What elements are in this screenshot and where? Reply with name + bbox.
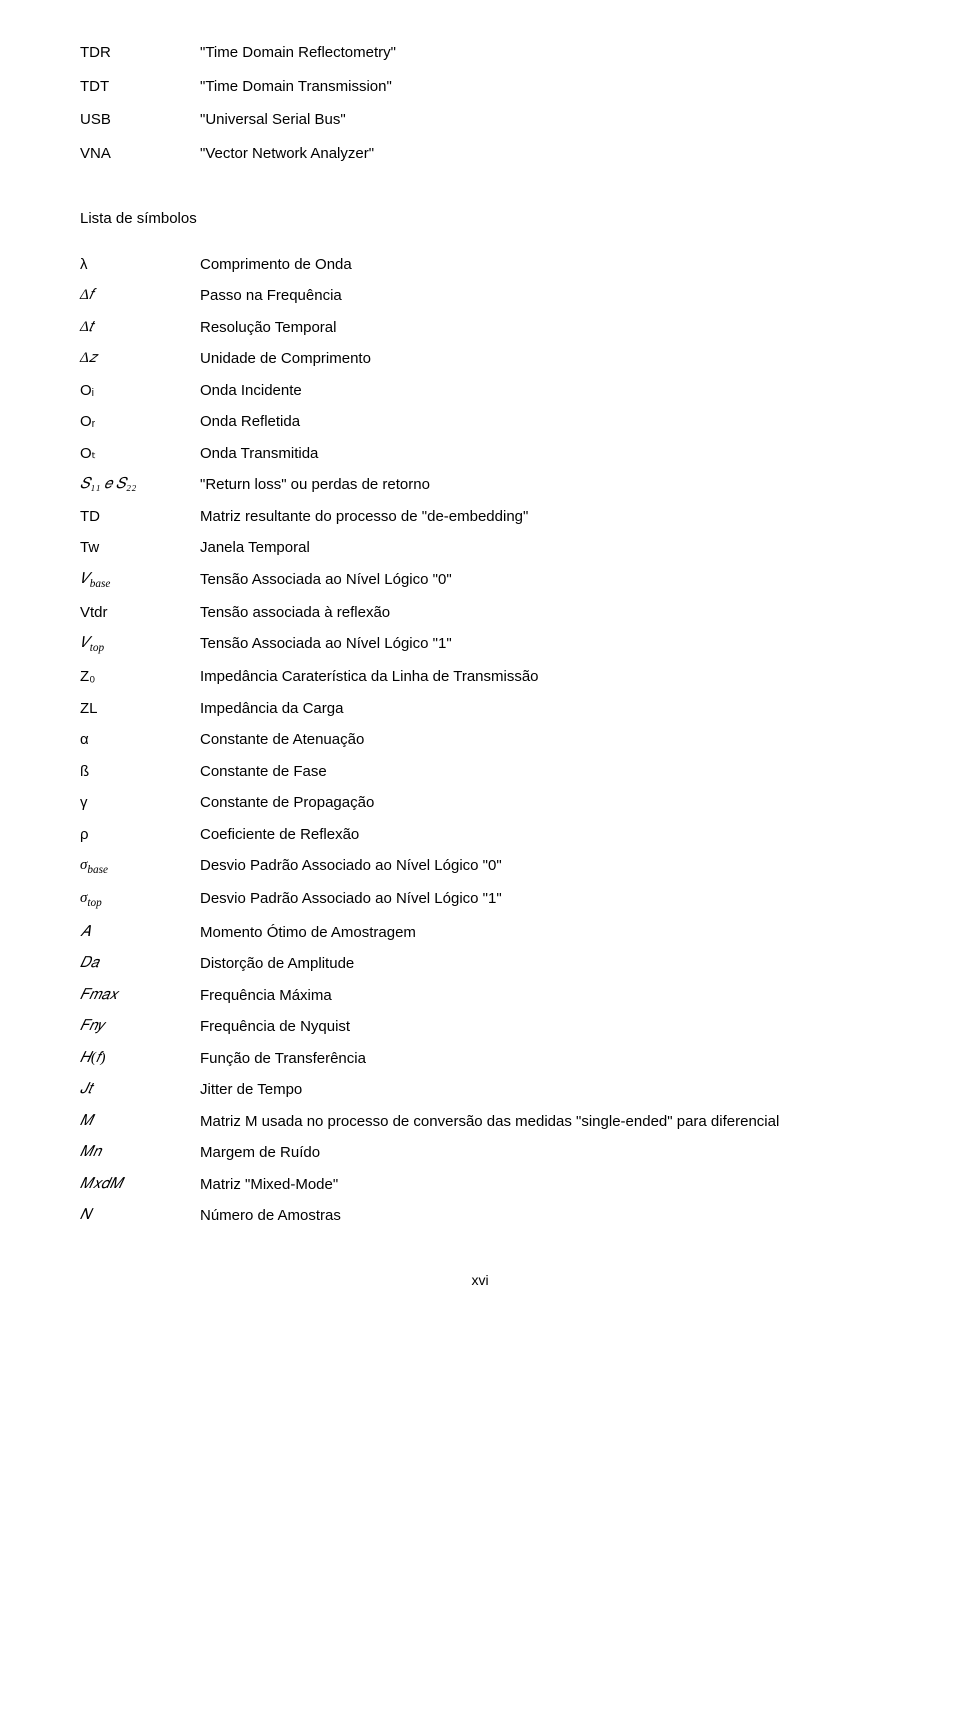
symbol-term: 𝑀 bbox=[80, 1109, 200, 1135]
symbol-term: λ bbox=[80, 252, 200, 278]
symbol-desc: Desvio Padrão Associado ao Nível Lógico … bbox=[200, 853, 880, 880]
symbol-desc: Constante de Propagação bbox=[200, 790, 880, 816]
symbol-desc: Matriz "Mixed-Mode" bbox=[200, 1172, 880, 1198]
symbol-term: 𝐹𝑚𝑎𝑥 bbox=[80, 983, 200, 1009]
symbol-desc: Passo na Frequência bbox=[200, 283, 880, 309]
symbol-term: ρ bbox=[80, 822, 200, 848]
section-title: Lista de símbolos bbox=[80, 206, 880, 232]
symbol-term: Oᵣ bbox=[80, 409, 200, 435]
symbol-term: Δ𝑡 bbox=[80, 315, 200, 341]
abbrev-term: TDT bbox=[80, 74, 200, 100]
symbol-desc: Onda Incidente bbox=[200, 378, 880, 404]
symbol-desc: Coeficiente de Reflexão bbox=[200, 822, 880, 848]
symbol-term: Oₜ bbox=[80, 441, 200, 467]
symbol-desc: Tensão associada à reflexão bbox=[200, 600, 880, 626]
symbol-term: γ bbox=[80, 790, 200, 816]
abbrev-def: "Time Domain Reflectometry" bbox=[200, 40, 880, 66]
symbol-desc: Desvio Padrão Associado ao Nível Lógico … bbox=[200, 886, 880, 913]
symbol-desc: Constante de Fase bbox=[200, 759, 880, 785]
symbol-desc: Matriz resultante do processo de "de-emb… bbox=[200, 504, 880, 530]
symbol-desc: Tensão Associada ao Nível Lógico "0" bbox=[200, 567, 880, 594]
symbol-term: Vtdr bbox=[80, 600, 200, 626]
symbol-term: Δ𝑓 bbox=[80, 283, 200, 309]
symbol-term: 𝑆₁₁ 𝑒 𝑆₂₂ bbox=[80, 472, 200, 498]
symbol-term: 𝐻(𝑓) bbox=[80, 1046, 200, 1072]
symbol-desc: Tensão Associada ao Nível Lógico "1" bbox=[200, 631, 880, 658]
symbol-desc: Função de Transferência bbox=[200, 1046, 880, 1072]
symbol-desc: "Return loss" ou perdas de retorno bbox=[200, 472, 880, 498]
page-number: xvi bbox=[80, 1269, 880, 1293]
symbol-term: 𝐽𝑡 bbox=[80, 1077, 200, 1103]
symbol-desc: Margem de Ruído bbox=[200, 1140, 880, 1166]
symbol-term: 𝐷𝑎 bbox=[80, 951, 200, 977]
abbrev-def: "Time Domain Transmission" bbox=[200, 74, 880, 100]
abbrev-def: "Vector Network Analyzer" bbox=[200, 141, 880, 167]
symbol-term: ZL bbox=[80, 696, 200, 722]
symbol-desc: Janela Temporal bbox=[200, 535, 880, 561]
symbol-term: ß bbox=[80, 759, 200, 785]
symbol-desc: Unidade de Comprimento bbox=[200, 346, 880, 372]
symbol-term: Δ𝑧 bbox=[80, 346, 200, 372]
symbol-list: λComprimento de OndaΔ𝑓Passo na Frequênci… bbox=[80, 252, 880, 1229]
symbol-term: 𝑀𝑛 bbox=[80, 1140, 200, 1166]
symbol-term: 𝐹𝑛𝑦 bbox=[80, 1014, 200, 1040]
symbol-term: 𝑉base bbox=[80, 567, 200, 594]
symbol-term: 𝑉top bbox=[80, 631, 200, 658]
symbol-term: Oᵢ bbox=[80, 378, 200, 404]
symbol-term: Z₀ bbox=[80, 664, 200, 690]
symbol-desc: Momento Ótimo de Amostragem bbox=[200, 920, 880, 946]
symbol-desc: Onda Refletida bbox=[200, 409, 880, 435]
symbol-term: TD bbox=[80, 504, 200, 530]
symbol-desc: Impedância da Carga bbox=[200, 696, 880, 722]
abbrev-term: TDR bbox=[80, 40, 200, 66]
symbol-desc: Constante de Atenuação bbox=[200, 727, 880, 753]
abbreviation-list: TDR "Time Domain Reflectometry" TDT "Tim… bbox=[80, 40, 880, 166]
symbol-term: α bbox=[80, 727, 200, 753]
abbrev-term: USB bbox=[80, 107, 200, 133]
abbrev-term: VNA bbox=[80, 141, 200, 167]
symbol-term: 𝐴 bbox=[80, 920, 200, 946]
symbol-desc: Frequência Máxima bbox=[200, 983, 880, 1009]
abbrev-def: "Universal Serial Bus" bbox=[200, 107, 880, 133]
symbol-desc: Resolução Temporal bbox=[200, 315, 880, 341]
symbol-term: σbase bbox=[80, 853, 200, 880]
symbol-desc: Jitter de Tempo bbox=[200, 1077, 880, 1103]
symbol-term: σtop bbox=[80, 886, 200, 913]
symbol-desc: Matriz M usada no processo de conversão … bbox=[200, 1109, 880, 1135]
symbol-desc: Onda Transmitida bbox=[200, 441, 880, 467]
symbol-term: 𝑀𝑥𝑑𝑀 bbox=[80, 1172, 200, 1198]
symbol-desc: Comprimento de Onda bbox=[200, 252, 880, 278]
symbol-desc: Impedância Caraterística da Linha de Tra… bbox=[200, 664, 880, 690]
symbol-term: Tw bbox=[80, 535, 200, 561]
symbol-desc: Número de Amostras bbox=[200, 1203, 880, 1229]
symbol-desc: Frequência de Nyquist bbox=[200, 1014, 880, 1040]
symbol-desc: Distorção de Amplitude bbox=[200, 951, 880, 977]
symbol-term: 𝑁 bbox=[80, 1203, 200, 1229]
